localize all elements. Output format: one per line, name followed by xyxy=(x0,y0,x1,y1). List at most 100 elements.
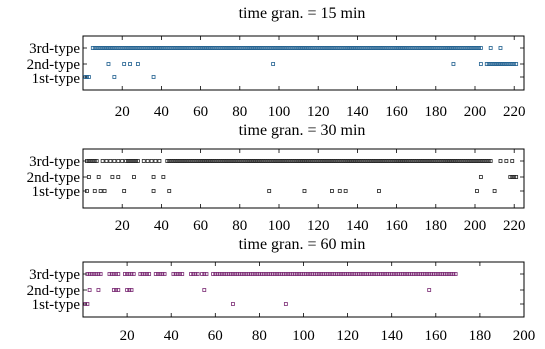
data-point xyxy=(382,46,387,50)
data-point xyxy=(179,159,183,163)
data-point xyxy=(183,159,187,163)
data-point xyxy=(429,46,434,50)
data-point xyxy=(331,159,336,163)
data-point xyxy=(116,46,121,50)
data-point xyxy=(263,159,268,163)
x-tick-label: 200 xyxy=(464,104,487,120)
data-point xyxy=(504,159,509,163)
data-point xyxy=(245,159,250,163)
data-point xyxy=(451,159,456,163)
data-point xyxy=(106,46,111,50)
data-point xyxy=(463,159,468,163)
plot-frame xyxy=(82,35,525,91)
x-tick-label: 140 xyxy=(346,218,369,234)
data-point xyxy=(351,46,356,50)
data-point xyxy=(420,272,425,276)
x-tick-label: 80 xyxy=(232,104,247,120)
data-point xyxy=(239,272,244,276)
data-point xyxy=(394,159,399,163)
data-point xyxy=(347,272,352,276)
data-point xyxy=(453,272,458,276)
data-point xyxy=(463,46,468,50)
data-point xyxy=(290,46,295,50)
data-point xyxy=(386,46,391,50)
data-point xyxy=(437,159,442,163)
data-point xyxy=(134,159,138,163)
data-point xyxy=(335,159,340,163)
data-point xyxy=(478,62,483,66)
data-point xyxy=(486,62,491,66)
data-point xyxy=(255,159,260,163)
data-point xyxy=(382,159,387,163)
data-point xyxy=(302,159,307,163)
x-tick-label: 180 xyxy=(425,218,448,234)
data-point xyxy=(514,175,519,179)
data-point xyxy=(284,159,289,163)
data-point xyxy=(214,46,219,50)
data-point xyxy=(510,159,515,163)
data-point xyxy=(149,159,154,163)
data-point xyxy=(345,46,350,50)
data-point xyxy=(87,272,92,276)
data-point xyxy=(398,46,403,50)
data-point xyxy=(286,159,291,163)
data-point xyxy=(343,189,348,193)
data-point xyxy=(175,46,179,50)
data-point xyxy=(243,159,248,163)
x-tick-label: 20 xyxy=(120,328,135,344)
data-point xyxy=(279,159,283,163)
data-point xyxy=(330,189,334,193)
data-point xyxy=(319,272,324,276)
data-point xyxy=(428,46,432,50)
data-point xyxy=(130,46,134,50)
data-point xyxy=(426,46,430,50)
data-point xyxy=(459,46,464,50)
data-point xyxy=(167,46,172,50)
data-point xyxy=(132,175,136,179)
data-point xyxy=(461,159,466,163)
data-point xyxy=(151,175,156,179)
data-point xyxy=(96,175,101,179)
data-point xyxy=(451,46,456,50)
data-point xyxy=(267,189,272,193)
data-point xyxy=(200,272,204,276)
data-point xyxy=(488,62,493,66)
data-point xyxy=(410,46,415,50)
data-point xyxy=(337,159,342,163)
data-point xyxy=(220,159,225,163)
data-point xyxy=(379,46,383,50)
data-point xyxy=(494,62,499,66)
data-point xyxy=(277,159,281,163)
data-point xyxy=(498,62,503,66)
data-point xyxy=(90,159,95,163)
data-point xyxy=(357,46,362,50)
data-point xyxy=(336,272,341,276)
data-point xyxy=(312,272,317,276)
data-point xyxy=(406,46,411,50)
data-point xyxy=(324,159,328,163)
data-point xyxy=(277,46,281,50)
data-point xyxy=(226,46,230,50)
data-point xyxy=(349,46,354,50)
data-point xyxy=(318,159,323,163)
data-point xyxy=(402,46,407,50)
data-point xyxy=(122,46,127,50)
data-point xyxy=(165,159,170,163)
data-point xyxy=(137,46,142,50)
x-tick-label: 60 xyxy=(193,218,208,234)
data-point xyxy=(328,46,332,50)
data-point xyxy=(396,272,401,276)
data-point xyxy=(114,46,119,50)
data-point xyxy=(449,159,454,163)
data-point xyxy=(374,272,379,276)
data-point xyxy=(508,62,513,66)
data-point xyxy=(371,46,375,50)
data-point xyxy=(98,272,103,276)
x-tick-label: 60 xyxy=(193,104,208,120)
data-point xyxy=(392,159,397,163)
data-point xyxy=(200,46,205,50)
x-axis: 20 40 60 80 100 120 140 160 180 200 xyxy=(83,262,535,344)
data-point xyxy=(316,159,321,163)
data-point xyxy=(433,272,438,276)
data-point xyxy=(328,159,332,163)
